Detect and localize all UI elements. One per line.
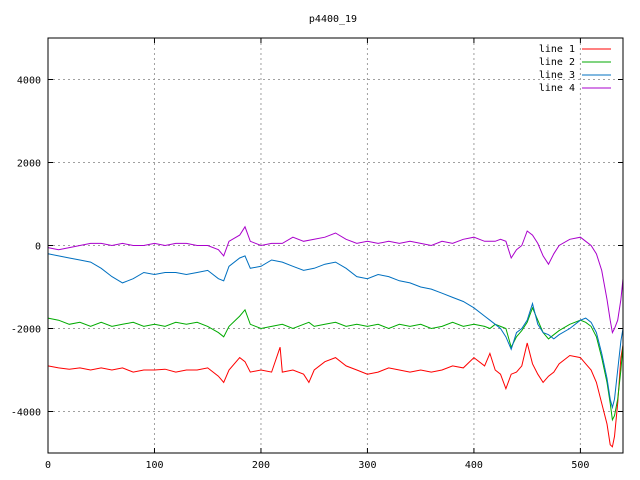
series-line-4 bbox=[47, 225, 624, 335]
series-line-3 bbox=[47, 253, 624, 410]
x-tick-label: 300 bbox=[358, 460, 376, 471]
y-tick-label: 0 bbox=[35, 242, 41, 253]
legend-label: line 2 bbox=[539, 57, 575, 68]
legend-label: line 4 bbox=[539, 83, 575, 94]
series-line-1 bbox=[47, 342, 624, 448]
x-tick-label: 200 bbox=[252, 460, 270, 471]
x-tick-label: 500 bbox=[571, 460, 589, 471]
y-tick-label: -4000 bbox=[11, 408, 41, 419]
y-tick-label: 2000 bbox=[17, 159, 41, 170]
x-tick-label: 100 bbox=[145, 460, 163, 471]
legend-label: line 3 bbox=[539, 70, 575, 81]
plot-series bbox=[47, 225, 624, 448]
legend: line 1 line 2 line 3 line 4 bbox=[539, 44, 611, 94]
y-tick-label: 4000 bbox=[17, 76, 41, 87]
chart-title: p4400_19 bbox=[309, 14, 357, 25]
x-tick-label: 0 bbox=[45, 460, 51, 471]
axis-ticks: 0 100 200 300 400 500 -4000 -2000 0 2000 4000 bbox=[11, 38, 623, 471]
series-line-2 bbox=[47, 306, 624, 422]
legend-label: line 1 bbox=[539, 44, 575, 55]
y-tick-label: -2000 bbox=[11, 325, 41, 336]
x-tick-label: 400 bbox=[465, 460, 483, 471]
